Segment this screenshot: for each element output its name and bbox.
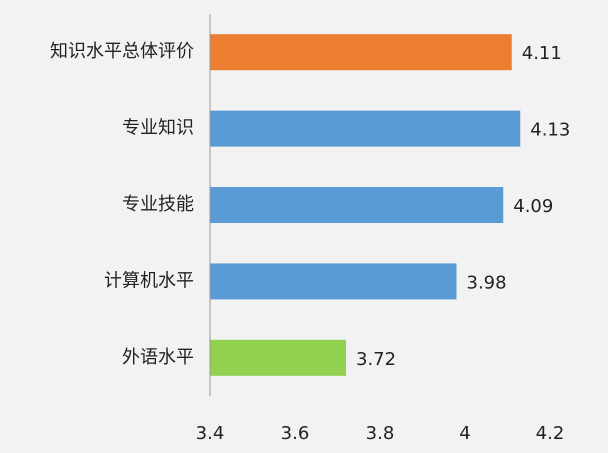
x-tick-label: 3.6 [281,423,310,444]
x-tick-label: 3.4 [196,423,225,444]
bar [210,339,346,376]
bar [210,34,512,71]
category-label: 知识水平总体评价 [50,41,194,62]
value-label: 3.98 [467,272,507,293]
category-label: 外语水平 [122,347,194,368]
value-label: 4.11 [522,43,562,64]
category-label: 专业知识 [122,118,194,139]
bar [210,187,504,223]
value-label: 3.72 [356,349,396,370]
value-label: 4.13 [530,120,570,141]
x-tick-label: 4.2 [536,423,565,444]
x-tick-label: 3.8 [366,423,395,444]
x-tick-label: 4 [459,423,470,444]
value-label: 4.09 [513,196,553,217]
category-label: 专业技能 [122,194,194,215]
bar [210,110,521,147]
category-label: 计算机水平 [104,270,194,291]
bar [210,263,457,300]
